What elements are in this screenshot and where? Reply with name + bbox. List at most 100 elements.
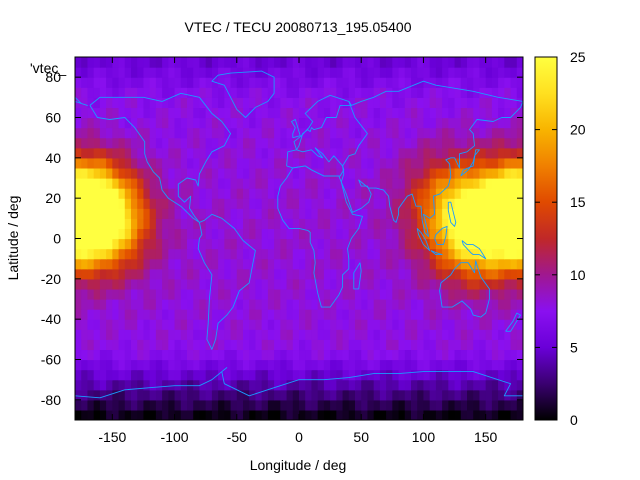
heatmap-cell: [99, 349, 107, 361]
heatmap-cell: [491, 379, 499, 391]
heatmap-cell: [448, 339, 456, 351]
heatmap-cell: [330, 208, 337, 219]
heatmap-cell: [460, 329, 468, 340]
heatmap-cell: [168, 329, 176, 340]
heatmap-cell: [479, 208, 487, 219]
heatmap-cell: [479, 258, 487, 270]
heatmap-cell: [417, 248, 425, 260]
heatmap-cell: [199, 379, 207, 391]
heatmap-cell: [174, 77, 182, 88]
heatmap-cell: [485, 339, 493, 351]
heatmap-cell: [361, 329, 369, 340]
heatmap-cell: [504, 188, 512, 199]
heatmap-cell: [143, 87, 151, 98]
heatmap-cell: [155, 198, 163, 209]
heatmap-cell: [516, 258, 523, 270]
heatmap-cell: [205, 329, 213, 340]
heatmap-cell: [99, 198, 107, 209]
heatmap-cell: [373, 319, 381, 330]
heatmap-cell: [336, 67, 344, 78]
heatmap-cell: [243, 137, 250, 149]
heatmap-cell: [187, 288, 194, 300]
coastline: [439, 260, 490, 318]
heatmap-cell: [199, 198, 207, 209]
heatmap-cell: [249, 147, 257, 159]
heatmap-cell: [342, 409, 350, 420]
heatmap-cell: [311, 389, 319, 401]
heatmap-cell: [224, 127, 232, 139]
heatmap-cell: [261, 188, 269, 199]
heatmap-cell: [81, 107, 89, 119]
heatmap-cell: [373, 349, 381, 361]
heatmap-cell: [112, 268, 120, 280]
heatmap-cell: [81, 278, 89, 290]
heatmap-cell: [411, 248, 418, 260]
heatmap-cell: [442, 218, 449, 230]
heatmap-cell: [516, 399, 523, 411]
heatmap-cell: [230, 127, 238, 139]
heatmap-cell: [498, 107, 505, 119]
heatmap-cell: [99, 218, 107, 230]
heatmap-cell: [137, 147, 145, 159]
heatmap-cell: [155, 349, 163, 361]
heatmap-cell: [491, 309, 499, 320]
heatmap-cell: [243, 409, 250, 420]
heatmap-cell: [330, 77, 337, 88]
heatmap-cell: [99, 379, 107, 391]
heatmap-cell: [174, 137, 182, 149]
heatmap-cell: [485, 258, 493, 270]
heatmap-cell: [423, 87, 431, 98]
heatmap-cell: [317, 137, 325, 149]
heatmap-cell: [491, 329, 499, 340]
heatmap-cell: [249, 349, 257, 361]
heatmap-cell: [485, 157, 493, 169]
heatmap-cell: [267, 329, 275, 340]
heatmap-cell: [99, 157, 107, 169]
heatmap-cell: [187, 349, 194, 361]
heatmap-cell: [311, 188, 319, 199]
heatmap-cell: [460, 309, 468, 320]
heatmap-cell: [442, 208, 449, 219]
heatmap-cell: [93, 208, 101, 219]
heatmap-cell: [386, 178, 393, 189]
heatmap-cell: [218, 339, 225, 351]
heatmap-cell: [168, 208, 176, 219]
heatmap-cell: [367, 178, 375, 189]
heatmap-cell: [112, 208, 120, 219]
heatmap-cell: [386, 278, 393, 290]
heatmap-cell: [187, 359, 194, 371]
heatmap-cell: [342, 167, 350, 179]
heatmap-cell: [435, 309, 443, 320]
heatmap-cell: [311, 309, 319, 320]
heatmap-cell: [224, 369, 232, 381]
heatmap-cell: [106, 117, 113, 129]
heatmap-cell: [280, 309, 288, 320]
heatmap-cell: [124, 178, 132, 189]
heatmap-cell: [180, 208, 188, 219]
heatmap-cell: [311, 409, 319, 420]
heatmap-cell: [404, 339, 412, 351]
heatmap-cell: [317, 389, 325, 401]
heatmap-cell: [124, 278, 132, 290]
heatmap-cell: [336, 409, 344, 420]
heatmap-cell: [199, 57, 207, 68]
heatmap-cell: [81, 329, 89, 340]
heatmap-cell: [404, 167, 412, 179]
heatmap-cell: [261, 57, 269, 68]
heatmap-cell: [498, 309, 505, 320]
heatmap-cell: [112, 218, 120, 230]
heatmap-cell: [460, 97, 468, 109]
heatmap-cell: [386, 309, 393, 320]
heatmap-cell: [504, 349, 512, 361]
heatmap-cell: [323, 87, 331, 98]
heatmap-cell: [286, 228, 294, 240]
heatmap-cell: [348, 137, 356, 149]
heatmap-cell: [299, 268, 306, 280]
heatmap-cell: [392, 299, 400, 310]
heatmap-cell: [373, 87, 381, 98]
heatmap-cell: [112, 97, 120, 109]
heatmap-cell: [224, 107, 232, 119]
heatmap-cell: [516, 379, 523, 391]
heatmap-cell: [442, 167, 449, 179]
heatmap-cell: [218, 198, 225, 209]
